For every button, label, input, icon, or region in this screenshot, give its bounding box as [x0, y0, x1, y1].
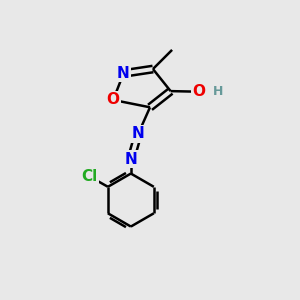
Text: N: N [132, 126, 145, 141]
Text: O: O [192, 84, 205, 99]
Text: H: H [212, 85, 223, 98]
Text: Cl: Cl [82, 169, 98, 184]
Text: O: O [107, 92, 120, 107]
Text: N: N [117, 66, 130, 81]
Text: N: N [124, 152, 137, 167]
